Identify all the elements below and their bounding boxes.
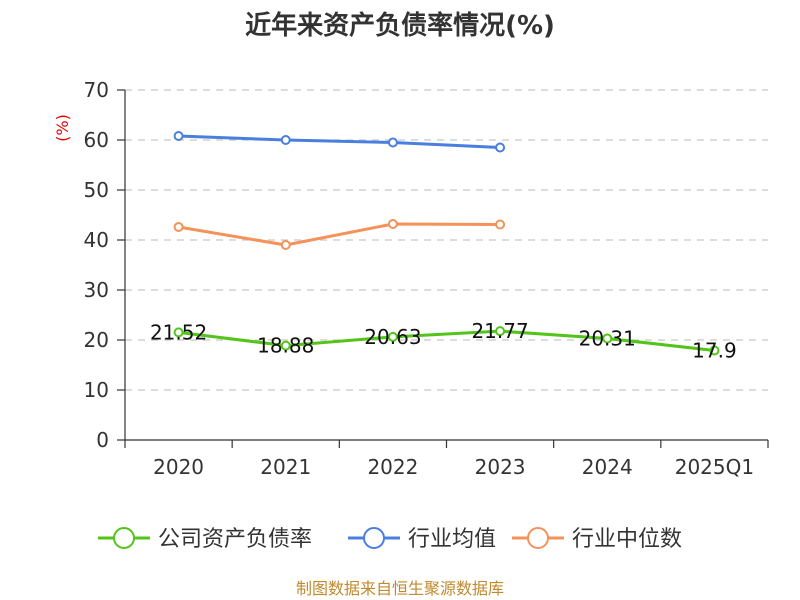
legend-marker bbox=[113, 527, 135, 549]
data-label: 21.52 bbox=[150, 320, 207, 344]
y-tick-label: 60 bbox=[84, 128, 109, 152]
y-tick-label: 70 bbox=[84, 78, 109, 102]
y-tick-label: 50 bbox=[84, 178, 109, 202]
y-tick-label: 30 bbox=[84, 278, 109, 302]
series-group: 21.52 18.88 20.63 21.77 20.31 17.9 bbox=[150, 131, 737, 363]
y-axis-label: (%) bbox=[53, 114, 72, 142]
x-tick-label: 2020 bbox=[153, 455, 204, 479]
series-line bbox=[178, 134, 501, 149]
data-point bbox=[387, 219, 398, 229]
x-tick-label: 2025Q1 bbox=[675, 455, 754, 479]
data-point bbox=[387, 137, 398, 148]
data-label: 17.9 bbox=[692, 339, 737, 363]
data-point bbox=[495, 326, 506, 337]
y-tick-label: 40 bbox=[84, 228, 109, 252]
legend-marker bbox=[527, 527, 549, 549]
data-point bbox=[173, 327, 184, 338]
chart-title: 近年来资产负债率情况(%) bbox=[245, 10, 555, 41]
source-note: 制图数据来自恒生聚源数据库 bbox=[296, 579, 504, 598]
x-tick-label: 2023 bbox=[475, 455, 526, 479]
data-point bbox=[709, 345, 720, 356]
data-label: 20.31 bbox=[579, 326, 636, 350]
x-tick-label: 2022 bbox=[367, 455, 418, 479]
legend-marker bbox=[363, 527, 385, 549]
data-point bbox=[280, 240, 291, 250]
y-tick-label: 10 bbox=[84, 378, 109, 402]
data-label: 21.77 bbox=[471, 319, 528, 343]
series-line bbox=[178, 329, 715, 352]
data-point bbox=[387, 331, 398, 342]
x-tick-label: 2021 bbox=[260, 455, 311, 479]
y-tick-label: 0 bbox=[96, 428, 109, 452]
legend: 公司资产负债率 行业均值 行业中位数 bbox=[98, 527, 682, 552]
data-point bbox=[280, 340, 291, 351]
series-line bbox=[178, 222, 501, 247]
axes: 0 10 20 30 40 50 60 70 2020 2021 2022 2023 2024 2025Q… bbox=[84, 78, 769, 479]
x-tick-label: 2024 bbox=[582, 455, 633, 479]
data-label: 18.88 bbox=[257, 334, 314, 358]
data-point bbox=[173, 131, 184, 141]
legend-label: 行业中位数 bbox=[572, 527, 682, 552]
data-point bbox=[495, 219, 506, 230]
data-point bbox=[495, 142, 506, 153]
legend-label: 行业均值 bbox=[408, 527, 496, 552]
legend-label: 公司资产负债率 bbox=[158, 527, 312, 552]
data-point bbox=[173, 222, 184, 232]
y-tick-label: 20 bbox=[84, 328, 109, 352]
data-point bbox=[280, 135, 291, 145]
data-label: 20.63 bbox=[364, 325, 421, 349]
data-point bbox=[602, 333, 613, 344]
